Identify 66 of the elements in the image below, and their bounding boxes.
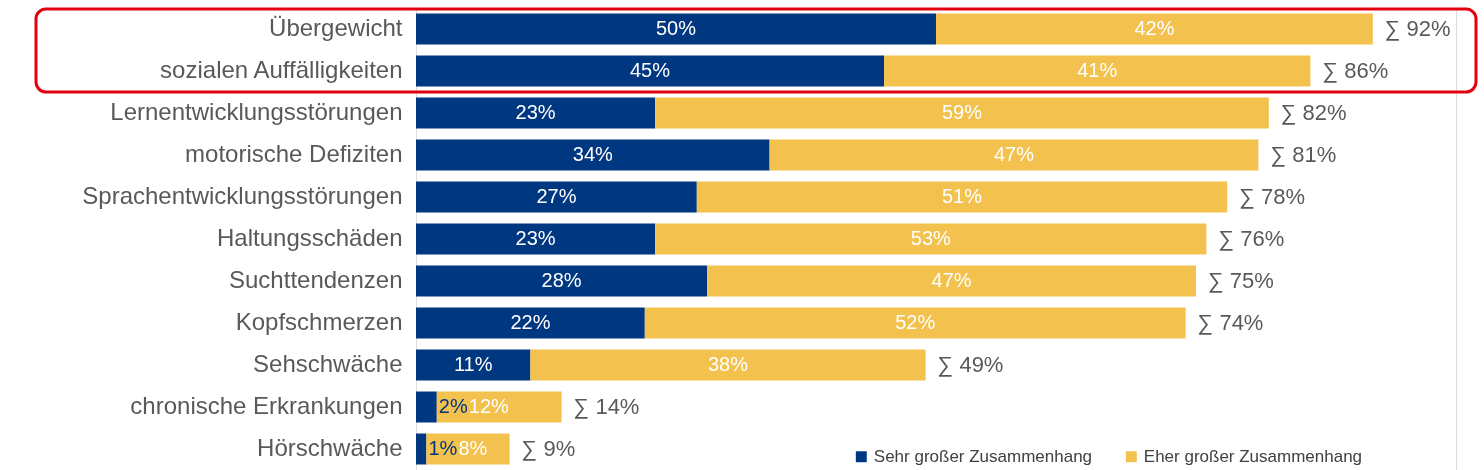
total-label: ∑ 49% (937, 352, 1004, 377)
total-label: ∑ 76% (1218, 226, 1285, 251)
bar (416, 307, 645, 339)
bar (416, 265, 708, 297)
data-label: 47% (993, 143, 1035, 165)
y-tick-label: Sehschwäche (253, 350, 403, 377)
bar (416, 55, 884, 87)
data-label: 2% (438, 395, 468, 417)
data-label: 41% (1077, 59, 1118, 81)
bar (769, 139, 1259, 171)
total-label: ∑ 78% (1239, 184, 1306, 209)
data-label: 34% (572, 143, 614, 165)
data-label: 50% (655, 17, 697, 39)
data-label: 42% (1134, 17, 1175, 39)
y-tick-label: Sprachentwicklungsstörungen (82, 182, 403, 209)
y-tick-label: Hörschwäche (257, 434, 403, 461)
total-label: ∑ 82% (1280, 100, 1347, 125)
bar (416, 181, 697, 213)
data-label: 8% (458, 437, 488, 459)
data-label: 47% (931, 269, 972, 291)
data-label: 52% (895, 311, 936, 333)
legend-label: Sehr großer Zusammenhang (873, 446, 1093, 466)
bar (416, 139, 770, 171)
data-label: 38% (707, 353, 749, 375)
bar (416, 97, 656, 129)
data-label: 27% (536, 185, 577, 207)
y-tick-label: Übergewicht (269, 14, 403, 41)
data-label: 11% (453, 353, 493, 375)
bar (707, 265, 1196, 297)
bar (644, 307, 1186, 339)
data-label: 45% (629, 59, 671, 81)
data-label: 1% (428, 437, 458, 459)
y-tick-label: motorische Defiziten (185, 140, 403, 167)
y-tick-label: sozialen Auffälligkeiten (160, 56, 403, 83)
bar (696, 181, 1228, 213)
legend-label: Eher großer Zusammenhang (1143, 446, 1363, 466)
bar (416, 223, 656, 255)
y-tick-label: Kopfschmerzen (235, 308, 403, 335)
y-tick-label: Haltungsschäden (217, 224, 403, 251)
total-label: ∑ 74% (1197, 310, 1264, 335)
data-label: 51% (941, 185, 983, 207)
total-label: ∑ 14% (573, 394, 640, 419)
data-label: 12% (468, 395, 510, 417)
bar (416, 349, 531, 381)
data-label: 23% (515, 227, 556, 249)
y-tick-label: Lernentwicklungsstörungen (110, 98, 403, 125)
bar (884, 55, 1311, 87)
bar (655, 223, 1207, 255)
total-label: ∑ 9% (521, 436, 576, 461)
data-label: 22% (510, 311, 551, 333)
y-tick-label: Suchttendenzen (229, 266, 403, 293)
bar (936, 13, 1373, 45)
total-label: ∑ 81% (1270, 142, 1337, 167)
data-label: 53% (910, 227, 952, 249)
bar (416, 13, 936, 45)
bar (416, 391, 437, 423)
bar (530, 349, 926, 381)
total-label: ∑ 75% (1208, 268, 1274, 293)
y-tick-label: chronische Erkrankungen (130, 392, 403, 419)
data-label: 59% (941, 101, 983, 123)
data-label: 23% (515, 101, 556, 123)
data-label: 28% (541, 269, 582, 291)
total-label: ∑ 86% (1322, 58, 1389, 83)
total-label: ∑ 92% (1384, 16, 1451, 41)
bar (655, 97, 1269, 129)
bar (416, 433, 427, 465)
